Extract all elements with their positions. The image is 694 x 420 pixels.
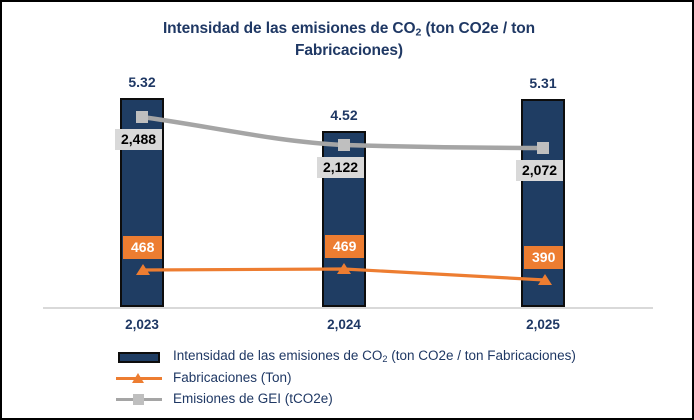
fabricaciones-data-label-2024: 469 xyxy=(325,235,365,259)
fabricaciones-data-label-2025: 390 xyxy=(524,246,564,270)
chart-title-subscript: 2 xyxy=(415,26,422,39)
chart-title: Intensidad de las emisiones de CO2 (ton … xyxy=(112,18,586,62)
legend-label-fabricaciones: Fabricaciones (Ton) xyxy=(173,370,292,385)
bar-value-label-2023: 5.32 xyxy=(128,74,156,90)
category-label-2023: 2,023 xyxy=(125,317,159,332)
category-axis-line xyxy=(43,307,653,309)
category-label-2025: 2,025 xyxy=(526,317,560,332)
legend-item-fabricaciones[interactable]: Fabricaciones (Ton) xyxy=(114,367,576,388)
gei-data-label-2025: 2,072 xyxy=(516,160,564,182)
legend-label-intensidad: Intensidad de las emisiones de CO2 (ton … xyxy=(173,348,576,365)
chart-title-pre: Intensidad de las emisiones de CO xyxy=(162,20,416,37)
legend-item-gei[interactable]: Emisiones de GEI (tCO2e) xyxy=(114,388,576,409)
fabricaciones-data-label-2023: 468 xyxy=(123,236,163,260)
legend-key-square-icon xyxy=(114,390,164,408)
category-label-2024: 2,024 xyxy=(327,317,361,332)
legend-key-triangle-icon xyxy=(114,369,164,387)
legend-label-gei: Emisiones de GEI (tCO2e) xyxy=(173,391,333,406)
legend-key-bar-icon xyxy=(114,348,164,366)
gei-data-label-2024: 2,122 xyxy=(317,157,365,179)
bar-value-label-2025: 5.31 xyxy=(529,75,557,91)
chart-legend: Intensidad de las emisiones de CO2 (ton … xyxy=(114,346,576,409)
legend-item-intensidad[interactable]: Intensidad de las emisiones de CO2 (ton … xyxy=(114,346,576,367)
chart-title-post: (ton CO2e / ton Fabricaciones) xyxy=(294,20,536,60)
bar-2025[interactable] xyxy=(521,99,565,307)
bar-value-label-2024: 4.52 xyxy=(330,107,358,123)
gei-data-label-2023: 2,488 xyxy=(115,129,163,151)
